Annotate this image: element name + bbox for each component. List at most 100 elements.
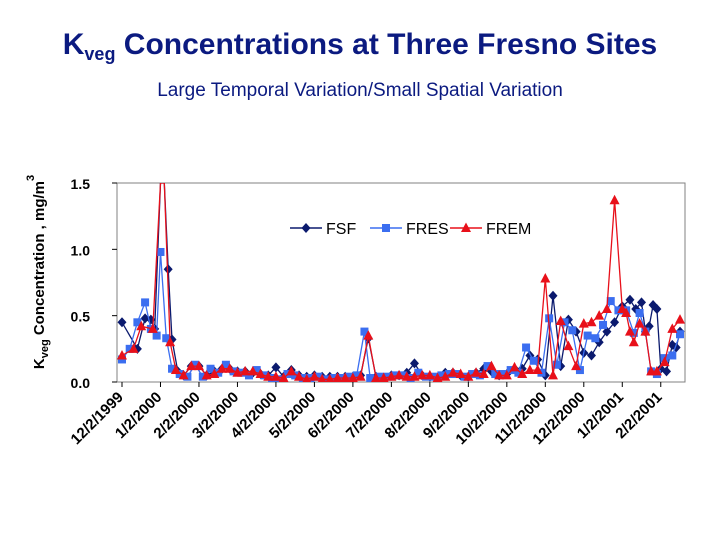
data-point-frem [136, 320, 147, 331]
chart-title: Kveg Concentrations at Three Fresno Site… [0, 28, 720, 64]
data-point-fres [168, 364, 177, 373]
data-point-frem [640, 326, 651, 336]
data-point-frem [170, 364, 181, 375]
data-point-frem [378, 372, 389, 382]
data-point-fsf [163, 264, 173, 275]
data-point-frem [555, 315, 566, 325]
data-point-frem [447, 367, 458, 377]
ylabel-rest: Concentration , mg/m [31, 181, 48, 339]
data-point-frem [586, 316, 597, 327]
data-point-frem [309, 371, 320, 381]
x-tick-label: 12/2/1999 [68, 389, 127, 448]
y-axis-label: Kveg Concentration , mg/m3 [25, 175, 51, 369]
data-point-frem [128, 343, 139, 353]
x-axis: 12/2/19991/2/20002/2/20003/2/20004/2/200… [68, 382, 666, 448]
title-main: K [62, 28, 85, 61]
data-point-fres [529, 356, 538, 365]
data-point-frem [548, 369, 559, 380]
data-point-fsf [548, 290, 558, 301]
data-point-fres [360, 327, 369, 336]
data-point-fres [629, 328, 638, 337]
data-point-frem [401, 371, 412, 381]
data-point-frem [270, 371, 281, 381]
data-point-fres [437, 371, 446, 380]
data-point-fres [141, 298, 150, 307]
data-point-frem [486, 360, 497, 371]
data-point-frem [117, 349, 127, 360]
data-point-frem [501, 369, 512, 380]
data-point-frem [494, 369, 505, 380]
data-point-frem [578, 318, 589, 328]
plot-frame [116, 182, 686, 383]
data-point-fres [162, 334, 171, 343]
data-point-fres [614, 306, 623, 315]
data-point-frem [509, 361, 520, 372]
data-point-frem [478, 368, 489, 379]
title-rest: Concentrations at Three Fresno Sites [115, 28, 658, 61]
data-point-fres [268, 374, 277, 382]
legend: FSF FRES FREM [290, 221, 531, 238]
data-point-fsf [662, 366, 672, 377]
data-point-frem [524, 364, 535, 375]
data-point-frem [325, 373, 335, 382]
data-point-frem [455, 368, 466, 379]
data-point-fsf [409, 358, 419, 369]
data-point-fres [552, 360, 561, 369]
y-tick-label: 0.0 [71, 375, 91, 391]
data-point-fres [183, 372, 192, 381]
data-point-fres [522, 343, 531, 352]
data-point-fres [352, 371, 361, 380]
data-point-frem [263, 371, 274, 381]
data-point-frem [332, 372, 343, 382]
data-point-fres [491, 370, 500, 379]
data-point-fres [383, 372, 392, 381]
data-point-frem [540, 273, 551, 283]
data-point-fres [599, 320, 608, 329]
data-point-fres [252, 366, 261, 375]
data-point-frem [409, 371, 420, 381]
data-point-frem [651, 365, 662, 376]
data-point-frem [609, 194, 620, 205]
legend-label-fres: FRES [406, 221, 449, 238]
data-point-frem [147, 323, 158, 333]
data-point-frem [193, 360, 204, 371]
series-fsf [117, 183, 685, 382]
data-point-fres [568, 326, 577, 335]
data-point-fres [156, 247, 165, 256]
data-point-frem [224, 363, 235, 373]
series-frem [117, 183, 685, 382]
data-point-frem [370, 372, 381, 382]
data-point-fres [452, 370, 461, 379]
series-line-fsf [121, 183, 681, 379]
data-point-frem [317, 373, 327, 382]
y-tick-label: 0.5 [71, 309, 91, 325]
data-point-frem [571, 360, 582, 371]
data-point-fres [152, 331, 161, 340]
data-point-frem [165, 336, 176, 347]
data-point-frem [532, 364, 543, 375]
data-point-frem [278, 372, 289, 382]
data-point-fres [514, 368, 523, 377]
ylabel-prefix: K [31, 358, 48, 369]
data-point-fres [591, 334, 600, 343]
data-point-frem [563, 340, 574, 351]
data-point-fsf [602, 326, 612, 337]
data-point-frem [634, 318, 645, 328]
data-point-frem [432, 372, 443, 382]
data-point-frem [601, 303, 612, 314]
data-point-frem [659, 356, 670, 367]
data-point-frem [463, 371, 474, 381]
data-point-fres [191, 360, 200, 369]
data-point-frem [517, 368, 528, 379]
data-point-frem [186, 360, 197, 371]
data-point-frem [621, 307, 632, 318]
data-point-frem [178, 369, 189, 380]
data-point-fres [606, 297, 615, 306]
data-point-fres [635, 309, 644, 318]
data-point-frem [302, 373, 312, 382]
data-point-frem [209, 368, 220, 379]
data-point-frem [386, 371, 397, 381]
data-point-fres [366, 374, 375, 382]
data-point-frem [294, 371, 305, 381]
